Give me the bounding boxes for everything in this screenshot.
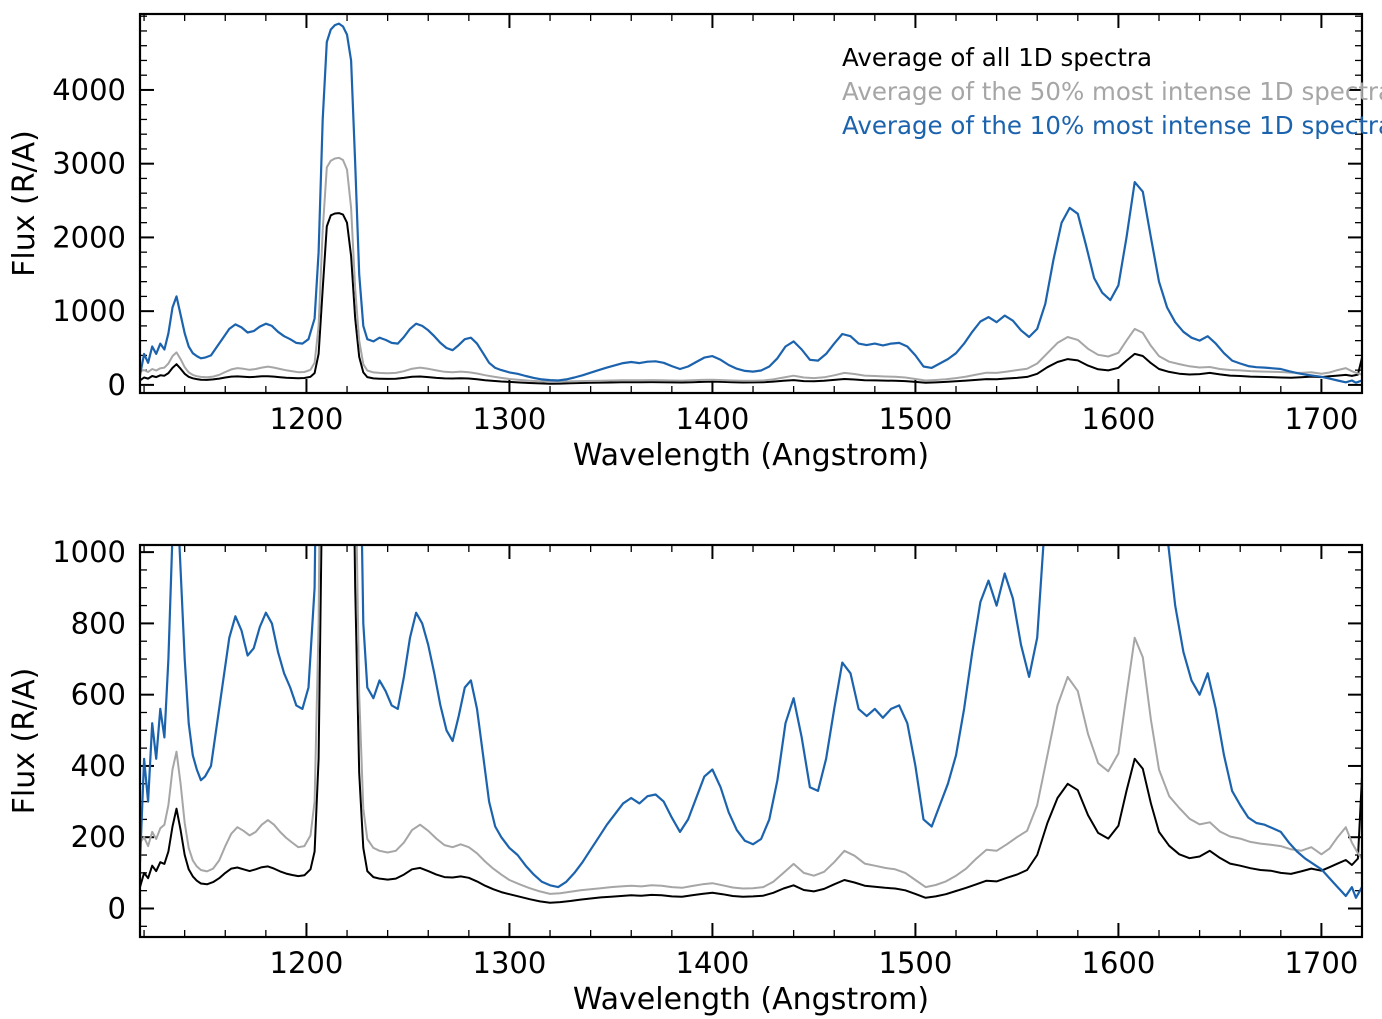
series-line-0: [140, 545, 1362, 904]
legend: Average of all 1D spectra Average of the …: [842, 43, 1382, 140]
y-tick-label: 3000: [52, 147, 126, 181]
y-axis-label: Flux (R/A): [7, 130, 42, 277]
x-axis-label: Wavelength (Angstrom): [573, 982, 929, 1017]
series-line-1: [140, 545, 1362, 895]
x-tick-label: 1600: [1082, 402, 1156, 436]
x-tick-label: 1300: [473, 402, 547, 436]
series-line-2: [140, 545, 1362, 899]
panel-full-scale: Average of all 1D spectra Average of the …: [138, 12, 1382, 395]
y-tick-label: 2000: [52, 220, 126, 254]
x-tick-label: 1400: [676, 402, 750, 436]
legend-entry-0: Average of all 1D spectra: [842, 43, 1152, 72]
x-tick-label: 1500: [879, 402, 953, 436]
y-tick-label: 1000: [52, 535, 126, 569]
y-tick-label: 4000: [52, 73, 126, 107]
plot-frame: [138, 12, 1364, 395]
series-line-1: [140, 156, 1362, 383]
x-tick-label: 1500: [879, 946, 953, 980]
y-tick-label: 400: [71, 749, 126, 783]
series-line-0: [140, 212, 1362, 385]
y-tick-label: 200: [71, 820, 126, 854]
panel-zoomed: [138, 543, 1364, 939]
y-tick-label: 800: [71, 606, 126, 640]
x-axis-label: Wavelength (Angstrom): [573, 438, 929, 473]
x-tick-label: 1700: [1284, 946, 1358, 980]
x-tick-label: 1300: [473, 946, 547, 980]
y-tick-label: 600: [71, 678, 126, 712]
plot-frame: [138, 543, 1364, 939]
y-tick-label: 1000: [52, 294, 126, 328]
x-tick-label: 1600: [1082, 946, 1156, 980]
x-tick-label: 1700: [1284, 402, 1358, 436]
x-tick-label: 1400: [676, 946, 750, 980]
x-tick-label: 1200: [270, 946, 344, 980]
y-tick-label: 0: [108, 368, 126, 402]
x-tick-label: 1200: [270, 402, 344, 436]
series-line-2: [140, 22, 1362, 384]
legend-entry-1: Average of the 50% most intense 1D spect…: [842, 77, 1382, 106]
legend-entry-2: Average of the 10% most intense 1D spect…: [842, 111, 1382, 140]
y-axis-label: Flux (R/A): [7, 668, 42, 815]
y-tick-label: 0: [108, 891, 126, 925]
